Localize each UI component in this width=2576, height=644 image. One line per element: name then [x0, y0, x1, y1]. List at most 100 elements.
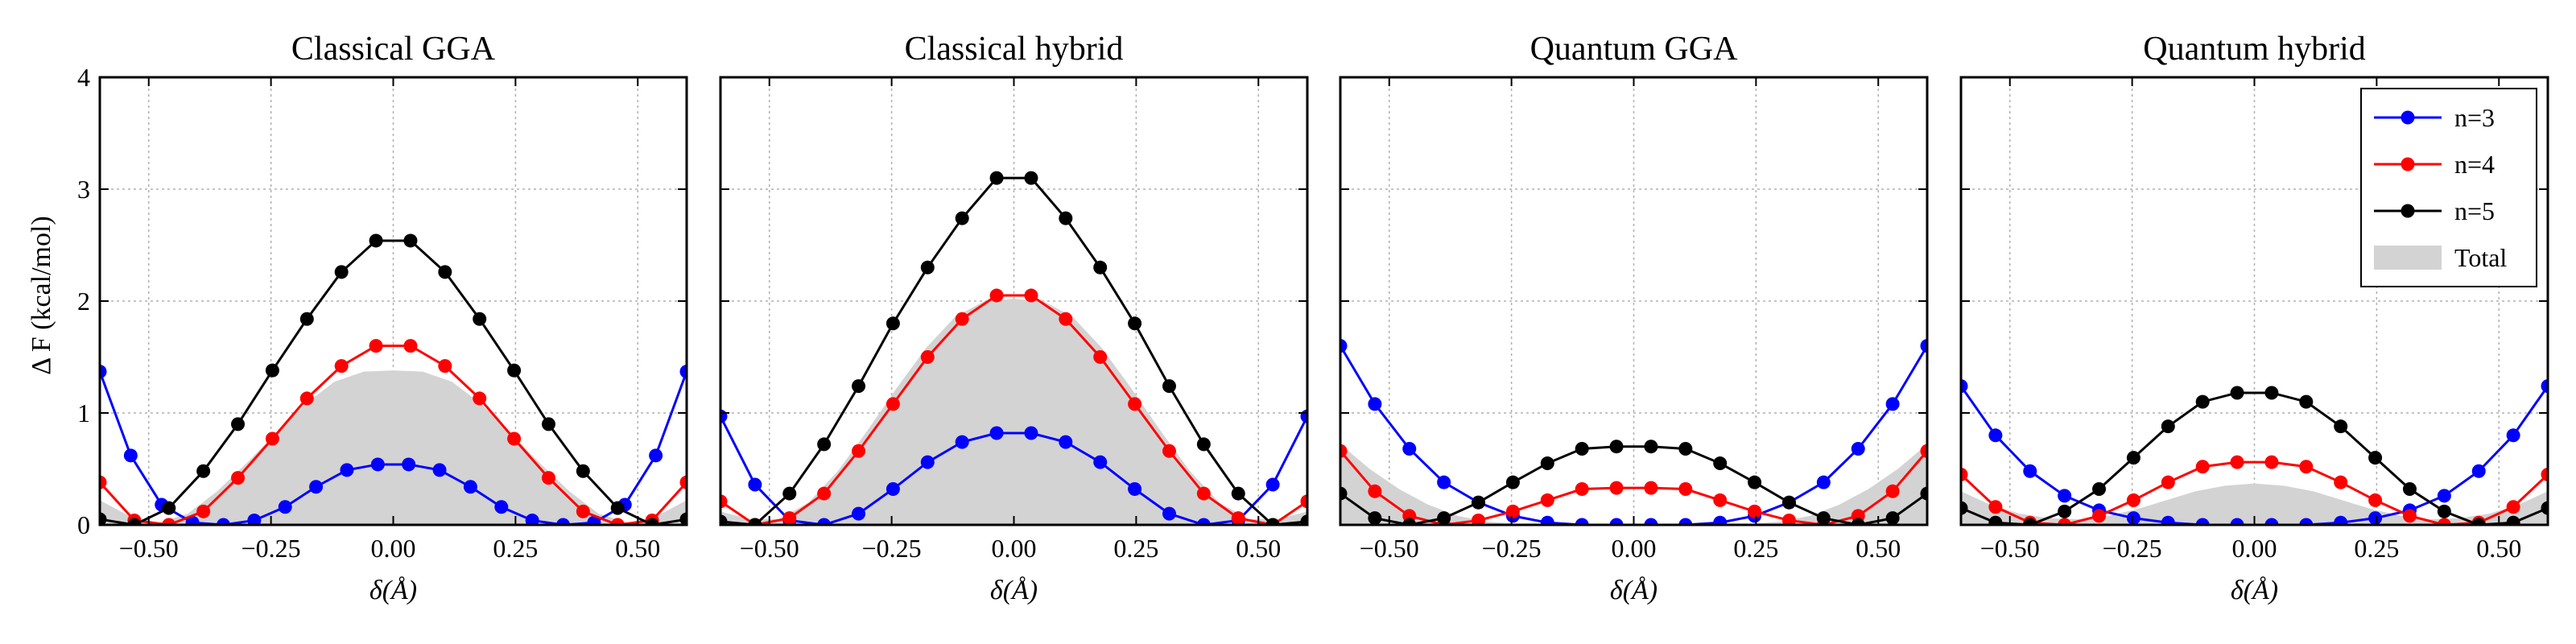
data-point-n5	[2334, 419, 2348, 434]
data-point-n5	[162, 501, 176, 515]
x-tick-label: 0.50	[615, 534, 660, 563]
data-point-n5	[1816, 511, 1831, 525]
plot-area	[720, 171, 1307, 525]
data-point-n5	[955, 211, 969, 225]
data-point-n5	[1713, 456, 1728, 471]
data-point-n4	[473, 391, 487, 406]
data-point-n3	[309, 480, 324, 494]
data-point-n3	[1093, 455, 1108, 469]
x-tick-label: −0.25	[2103, 534, 2162, 563]
data-point-n3	[340, 463, 354, 477]
data-point-n4	[438, 359, 452, 374]
x-axis-label: δ(Å)	[2231, 576, 2278, 605]
data-point-n5	[817, 437, 832, 452]
data-point-n5	[473, 312, 487, 326]
panel-title: Classical GGA	[291, 31, 496, 68]
data-point-n3	[1920, 339, 1927, 353]
y-axis-label: Δ F (kcal/mol)	[27, 216, 56, 375]
data-point-n3	[1340, 339, 1348, 353]
data-point-n3	[1678, 518, 1693, 525]
data-point-n3	[1961, 379, 1968, 394]
data-point-n3	[1128, 482, 1142, 497]
data-point-n3	[432, 463, 447, 477]
data-point-n3	[679, 365, 687, 379]
x-tick-label: −0.50	[1360, 534, 1419, 563]
total-area	[1961, 483, 2548, 525]
data-point-n3	[1644, 518, 1658, 525]
panels: −0.50 −0.25 0.00 0.25 0.50 0 1 2 3 4 Classical GGA…	[77, 31, 2549, 605]
data-point-n3	[649, 448, 663, 463]
legend-marker-n3	[2401, 110, 2415, 125]
x-tick-label: 0.00	[1612, 534, 1657, 563]
data-point-n3	[2506, 428, 2520, 443]
data-point-n5	[1093, 260, 1108, 275]
data-point-n4	[1885, 484, 1900, 498]
data-point-n3	[886, 482, 900, 497]
data-point-n4	[299, 391, 314, 406]
data-point-n3	[2541, 379, 2548, 394]
y-tick-label: 2	[77, 287, 90, 316]
data-point-n5	[1402, 518, 1417, 525]
x-tick-label: 0.25	[2354, 534, 2399, 563]
data-point-n3	[1851, 441, 1865, 456]
plot-area	[100, 233, 687, 525]
data-point-n5	[1300, 514, 1307, 525]
data-point-n3	[1162, 506, 1176, 521]
series-line-n4	[720, 294, 1307, 525]
panel-2: −0.50 −0.25 0.00 0.25 0.50 Classical hybrid δ(…	[719, 31, 1309, 605]
data-point-n4	[817, 486, 832, 501]
data-point-n5	[610, 501, 625, 515]
data-point-n4	[403, 339, 418, 353]
data-point-n3	[370, 457, 385, 472]
data-point-n3	[1885, 397, 1900, 411]
data-point-n5	[1748, 475, 1762, 489]
data-point-n4	[1575, 482, 1589, 497]
data-point-n3	[463, 480, 477, 494]
data-point-n5	[1437, 511, 1451, 525]
data-point-n5	[576, 464, 590, 478]
data-point-n5	[1505, 475, 1520, 489]
data-point-n4	[782, 511, 797, 525]
data-point-n4	[1781, 513, 1796, 525]
x-tick-label: 0.25	[1733, 534, 1778, 563]
data-point-n5	[920, 260, 935, 275]
data-point-n5	[2402, 482, 2417, 497]
data-point-n3	[2023, 464, 2037, 478]
data-point-n5	[2299, 394, 2314, 409]
data-point-n4	[1505, 504, 1520, 518]
data-point-n5	[2264, 386, 2279, 400]
data-point-n4	[231, 471, 246, 485]
data-point-n5	[1472, 495, 1486, 510]
data-point-n5	[748, 518, 762, 525]
legend-marker-n5	[2401, 204, 2415, 218]
data-point-n4	[2195, 460, 2210, 474]
data-point-n4	[1300, 494, 1307, 509]
y-tick-label: 1	[77, 398, 90, 427]
data-point-n3	[920, 455, 935, 469]
total-area	[1340, 444, 1927, 525]
data-point-n3	[2471, 464, 2486, 478]
data-point-n5	[1265, 518, 1280, 525]
data-point-n5	[541, 417, 555, 431]
data-point-n4	[2230, 455, 2244, 469]
data-point-n3	[1816, 475, 1831, 489]
data-point-n4	[2437, 518, 2451, 525]
data-point-n5	[2058, 504, 2072, 518]
data-point-n5	[299, 312, 314, 326]
panel-title: Quantum hybrid	[2143, 31, 2365, 68]
data-point-n5	[2471, 518, 2486, 525]
data-point-n5	[369, 233, 383, 248]
x-tick-label: −0.25	[242, 534, 301, 563]
data-point-n5	[989, 171, 1004, 185]
data-point-n4	[1748, 504, 1762, 518]
plot-area	[1340, 339, 1927, 525]
data-point-n5	[1988, 515, 2003, 525]
panel-title: Quantum GGA	[1530, 31, 1738, 68]
data-point-n3	[1575, 518, 1589, 525]
data-point-n3	[2334, 515, 2348, 525]
data-point-n4	[1024, 288, 1038, 303]
total-area	[720, 299, 1307, 525]
data-point-n5	[720, 514, 728, 525]
data-point-n5	[2437, 504, 2451, 518]
x-axis-label: δ(Å)	[990, 576, 1038, 605]
